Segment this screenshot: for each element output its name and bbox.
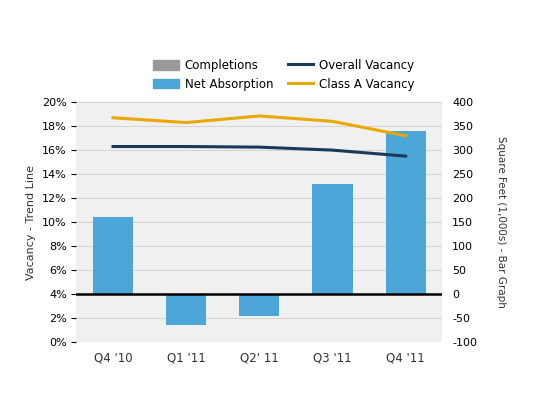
Text: COMPLETIONS, ABSORPTION AND VACANCY RATES: COMPLETIONS, ABSORPTION AND VACANCY RATE… bbox=[14, 16, 432, 31]
Bar bbox=[166, 294, 206, 325]
Bar bbox=[239, 294, 280, 316]
Bar bbox=[385, 131, 426, 294]
Y-axis label: Square Feet (1,000s) - Bar Graph: Square Feet (1,000s) - Bar Graph bbox=[496, 136, 507, 308]
Bar bbox=[93, 217, 133, 294]
Bar bbox=[312, 184, 353, 294]
Legend: Completions, Net Absorption, Overall Vacancy, Class A Vacancy: Completions, Net Absorption, Overall Vac… bbox=[153, 59, 415, 91]
Y-axis label: Vacancy - Trend Line: Vacancy - Trend Line bbox=[26, 165, 37, 279]
